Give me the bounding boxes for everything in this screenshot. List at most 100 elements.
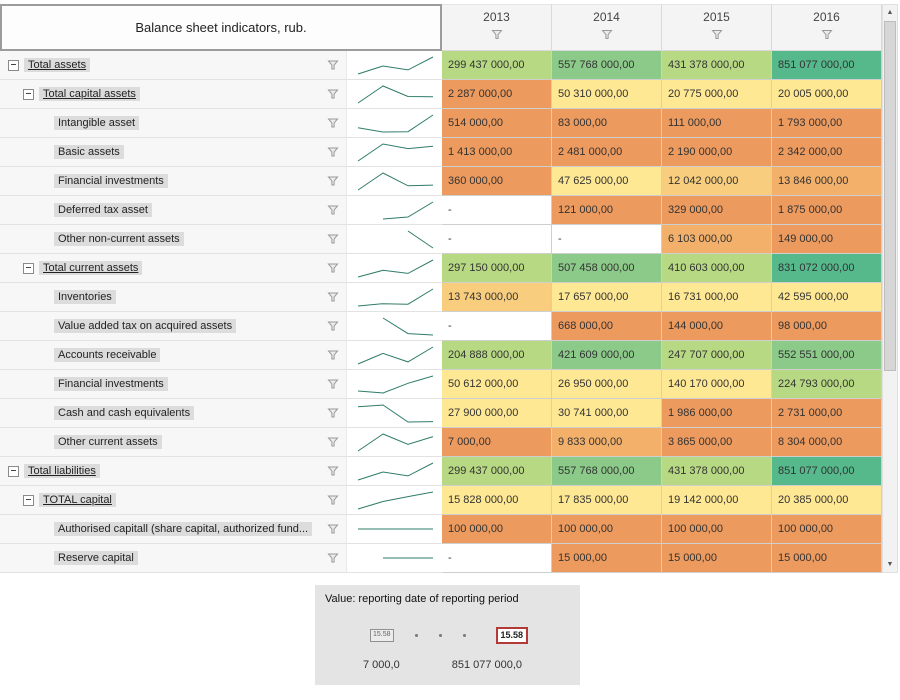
column-header-2014[interactable]: 2014 xyxy=(552,4,662,51)
filter-icon[interactable] xyxy=(327,147,339,158)
legend-min-value: 7 000,0 xyxy=(363,658,400,671)
row-label[interactable]: Total current assets xyxy=(39,261,143,275)
filter-icon[interactable] xyxy=(327,176,339,187)
filter-icon[interactable] xyxy=(327,466,339,477)
value-cell: 360 000,00 xyxy=(442,167,552,196)
filter-icon[interactable] xyxy=(327,205,339,216)
scroll-down-arrow[interactable]: ▼ xyxy=(883,557,897,572)
filter-icon[interactable] xyxy=(327,350,339,361)
value-cell: 20 005 000,00 xyxy=(772,80,882,109)
row-header: Basic assets xyxy=(0,138,346,167)
value-cell: 557 768 000,00 xyxy=(552,51,662,80)
value-cell: 514 000,00 xyxy=(442,109,552,138)
scale-min-handle[interactable]: 15.58 xyxy=(370,629,394,642)
filter-icon[interactable] xyxy=(327,437,339,448)
value-cell: 100 000,00 xyxy=(662,515,772,544)
sparkline xyxy=(346,167,442,196)
sparkline xyxy=(346,138,442,167)
filter-icon[interactable] xyxy=(820,27,833,45)
filter-icon[interactable] xyxy=(327,524,339,535)
value-cell: 144 000,00 xyxy=(662,312,772,341)
scroll-up-arrow[interactable]: ▲ xyxy=(883,5,897,20)
year-label: 2015 xyxy=(703,10,730,24)
scale-dot xyxy=(462,633,466,637)
filter-icon[interactable] xyxy=(327,292,339,303)
value-cell: 30 741 000,00 xyxy=(552,399,662,428)
filter-icon[interactable] xyxy=(327,234,339,245)
value-cell: 149 000,00 xyxy=(772,225,882,254)
column-header-2016[interactable]: 2016 xyxy=(772,4,882,51)
value-cell: 1 875 000,00 xyxy=(772,196,882,225)
row-label[interactable]: Authorised capitall (share capital, auth… xyxy=(54,522,313,536)
row-label[interactable]: Total capital assets xyxy=(39,87,140,101)
scale-dot xyxy=(414,633,418,637)
value-cell: 6 103 000,00 xyxy=(662,225,772,254)
value-cell: 2 190 000,00 xyxy=(662,138,772,167)
row-label[interactable]: Total liabilities xyxy=(24,464,100,478)
row-label[interactable]: Financial investments xyxy=(54,377,168,391)
row-label[interactable]: Deferred tax asset xyxy=(54,203,152,217)
row-label[interactable]: Accounts receivable xyxy=(54,348,161,362)
row-header: Other current assets xyxy=(0,428,346,457)
row-header: Financial investments xyxy=(0,167,346,196)
row-label[interactable]: Intangible asset xyxy=(54,116,140,130)
vertical-scrollbar[interactable]: ▲ ▼ xyxy=(882,4,898,573)
value-cell: 507 458 000,00 xyxy=(552,254,662,283)
filter-icon[interactable] xyxy=(327,408,339,419)
value-cell: 140 170 000,00 xyxy=(662,370,772,399)
value-cell: - xyxy=(442,312,552,341)
scale-max-handle[interactable]: 15.58 xyxy=(495,627,529,644)
filter-icon[interactable] xyxy=(600,27,613,45)
pivot-table: Balance sheet indicators, rub. 2013 2014… xyxy=(0,4,882,573)
value-cell: 410 603 000,00 xyxy=(662,254,772,283)
filter-icon[interactable] xyxy=(327,118,339,129)
collapse-icon[interactable] xyxy=(8,59,19,71)
row-label[interactable]: Other non-current assets xyxy=(54,232,184,246)
filter-icon[interactable] xyxy=(327,321,339,332)
collapse-icon[interactable] xyxy=(23,88,34,100)
scroll-thumb[interactable] xyxy=(884,21,896,371)
value-cell: 15 828 000,00 xyxy=(442,486,552,515)
filter-icon[interactable] xyxy=(327,89,339,100)
filter-icon[interactable] xyxy=(490,27,503,45)
sparkline xyxy=(346,312,442,341)
sparkline xyxy=(346,341,442,370)
row-label[interactable]: Other current assets xyxy=(54,435,162,449)
filter-icon[interactable] xyxy=(327,553,339,564)
value-cell: 2 342 000,00 xyxy=(772,138,882,167)
row-label[interactable]: Inventories xyxy=(54,290,116,304)
filter-icon[interactable] xyxy=(327,60,339,71)
sparkline xyxy=(346,370,442,399)
value-cell: 421 609 000,00 xyxy=(552,341,662,370)
value-cell: 3 865 000,00 xyxy=(662,428,772,457)
table-title: Balance sheet indicators, rub. xyxy=(0,4,442,51)
collapse-icon[interactable] xyxy=(23,262,34,274)
value-cell: 20 775 000,00 xyxy=(662,80,772,109)
row-label[interactable]: Total assets xyxy=(24,58,91,72)
row-label[interactable]: TOTAL capital xyxy=(39,493,116,507)
year-label: 2016 xyxy=(813,10,840,24)
column-header-2013[interactable]: 2013 xyxy=(442,4,552,51)
sparkline xyxy=(346,254,442,283)
row-label[interactable]: Value added tax on acquired assets xyxy=(54,319,237,333)
filter-icon[interactable] xyxy=(710,27,723,45)
value-cell: 13 846 000,00 xyxy=(772,167,882,196)
value-cell: 98 000,00 xyxy=(772,312,882,341)
row-header: Authorised capitall (share capital, auth… xyxy=(0,515,346,544)
table-row: Total capital assets 2 287 000,00 50 310 0… xyxy=(0,80,882,109)
row-label[interactable]: Reserve capital xyxy=(54,551,138,565)
row-label[interactable]: Basic assets xyxy=(54,145,124,159)
filter-icon[interactable] xyxy=(327,379,339,390)
legend-range: 7 000,0 851 077 000,0 xyxy=(325,659,570,671)
column-header-2015[interactable]: 2015 xyxy=(662,4,772,51)
filter-icon[interactable] xyxy=(327,263,339,274)
collapse-icon[interactable] xyxy=(23,494,34,506)
row-header: Intangible asset xyxy=(0,109,346,138)
sparkline xyxy=(346,486,442,515)
value-cell: 26 950 000,00 xyxy=(552,370,662,399)
row-label[interactable]: Financial investments xyxy=(54,174,168,188)
collapse-icon[interactable] xyxy=(8,465,19,477)
filter-icon[interactable] xyxy=(327,495,339,506)
row-label[interactable]: Cash and cash equivalents xyxy=(54,406,195,420)
